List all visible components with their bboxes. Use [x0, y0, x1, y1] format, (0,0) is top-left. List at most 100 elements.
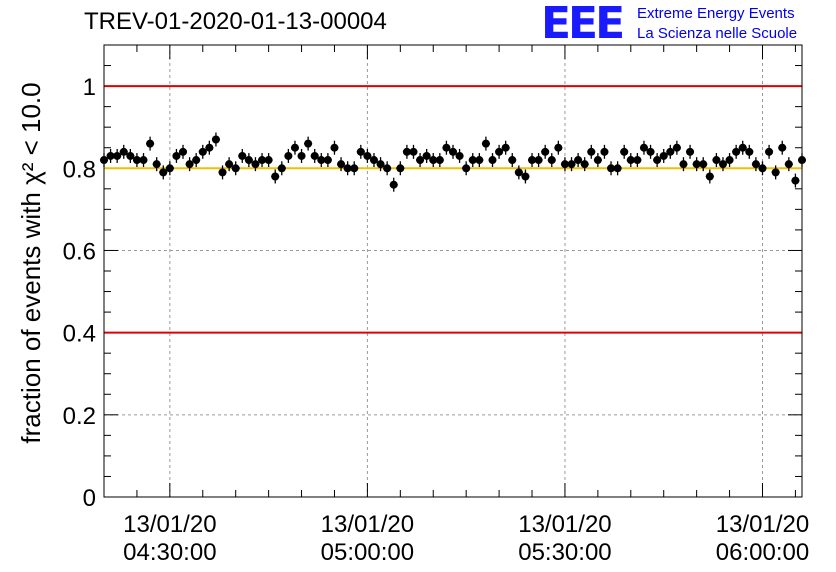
data-point — [356, 147, 365, 156]
data-point — [323, 156, 332, 165]
data-point — [607, 164, 616, 173]
y-axis-label: fraction of events with χ² < 10.0 — [16, 82, 46, 443]
data-point — [593, 156, 602, 165]
data-point — [508, 156, 517, 165]
x-tick-date: 13/01/20 — [321, 511, 414, 538]
data-point — [672, 143, 681, 152]
data-point — [574, 156, 583, 165]
eee-logo: EEE — [541, 0, 625, 49]
data-point — [389, 180, 398, 189]
data-point — [705, 172, 714, 181]
data-point — [211, 135, 220, 144]
data-point — [152, 160, 161, 169]
data-point — [369, 156, 378, 165]
data-point — [580, 160, 589, 169]
data-point — [699, 160, 708, 169]
data-point — [284, 151, 293, 160]
data-point — [172, 151, 181, 160]
data-point — [383, 164, 392, 173]
data-point — [218, 168, 227, 177]
data-point — [679, 160, 688, 169]
data-point — [132, 156, 141, 165]
data-point — [244, 156, 253, 165]
data-point — [304, 139, 313, 148]
data-point — [271, 172, 280, 181]
data-point — [376, 160, 385, 169]
data-point — [251, 160, 260, 169]
x-tick-time: 06:00:00 — [716, 539, 809, 566]
data-point — [765, 147, 774, 156]
x-tick-date: 13/01/20 — [518, 511, 611, 538]
data-point — [462, 164, 471, 173]
chart-title: TREV-01-2020-01-13-00004 — [84, 8, 387, 35]
data-point — [416, 156, 425, 165]
data-point — [264, 156, 273, 165]
data-point — [613, 164, 622, 173]
data-point — [646, 147, 655, 156]
data-point — [791, 176, 800, 185]
data-point — [481, 139, 490, 148]
data-point — [159, 168, 168, 177]
data-point — [534, 156, 543, 165]
data-point — [560, 160, 569, 169]
data-point — [238, 151, 247, 160]
data-point — [330, 143, 339, 152]
data-point — [514, 168, 523, 177]
data-point — [771, 168, 780, 177]
data-point — [758, 164, 767, 173]
data-point — [343, 164, 352, 173]
data-point — [495, 147, 504, 156]
y-tick-label: 0.4 — [63, 321, 96, 348]
data-point — [290, 143, 299, 152]
logo-line-1: Extreme Energy Events — [637, 5, 795, 22]
data-point — [409, 147, 418, 156]
data-point — [666, 147, 675, 156]
data-point — [139, 156, 148, 165]
data-point — [165, 164, 174, 173]
data-point — [732, 147, 741, 156]
data-point — [258, 156, 267, 165]
data-point — [554, 143, 563, 152]
data-point — [600, 147, 609, 156]
data-point — [402, 147, 411, 156]
data-point — [310, 151, 319, 160]
data-point — [620, 147, 629, 156]
data-point — [435, 156, 444, 165]
y-tick-label: 0.6 — [63, 238, 96, 265]
x-tick-time: 05:30:00 — [518, 539, 611, 566]
data-point — [718, 160, 727, 169]
data-point — [192, 156, 201, 165]
data-point — [692, 160, 701, 169]
x-tick-date: 13/01/20 — [123, 511, 216, 538]
plot-area — [104, 45, 802, 497]
x-tick-time: 04:30:00 — [123, 539, 216, 566]
data-point — [659, 151, 668, 160]
data-point — [778, 143, 787, 152]
data-point — [119, 147, 128, 156]
data-point — [639, 143, 648, 152]
y-tick-label: 0.2 — [63, 403, 96, 430]
x-tick-date: 13/01/20 — [716, 511, 809, 538]
data-point — [429, 156, 438, 165]
data-point — [297, 151, 306, 160]
data-point — [337, 160, 346, 169]
data-point — [468, 156, 477, 165]
data-point — [784, 160, 793, 169]
data-point — [455, 151, 464, 160]
data-point — [277, 164, 286, 173]
data-point — [475, 156, 484, 165]
data-point — [126, 151, 135, 160]
data-point — [350, 164, 359, 173]
data-point — [146, 139, 155, 148]
data-point — [231, 164, 240, 173]
data-point — [686, 147, 695, 156]
data-point — [725, 156, 734, 165]
data-point — [422, 151, 431, 160]
data-point — [653, 156, 662, 165]
plot-frame — [103, 44, 803, 498]
x-tick-time: 05:00:00 — [321, 539, 414, 566]
data-point — [712, 156, 721, 165]
y-tick-label: 1 — [83, 74, 96, 101]
data-point — [396, 164, 405, 173]
data-point — [501, 143, 510, 152]
